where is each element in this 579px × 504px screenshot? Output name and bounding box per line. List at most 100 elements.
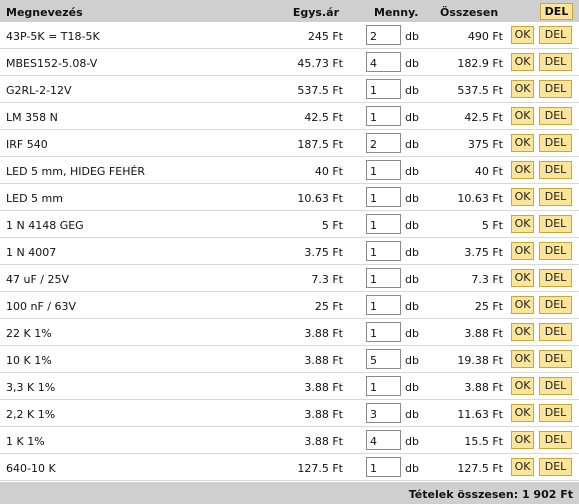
item-unit-price: 245 Ft xyxy=(307,30,343,43)
quantity-unit: db xyxy=(405,30,419,43)
item-total: 127.5 Ft xyxy=(457,462,503,475)
quantity-input[interactable] xyxy=(366,322,401,342)
delete-button[interactable]: DEL xyxy=(539,350,572,368)
ok-button[interactable]: OK xyxy=(511,242,534,260)
item-name: 1 N 4007 xyxy=(6,246,57,259)
table-row: 47 uF / 25V 7.3 Ft db 7.3 Ft OK DEL xyxy=(0,265,579,292)
quantity-input[interactable] xyxy=(366,79,401,99)
delete-button[interactable]: DEL xyxy=(539,80,572,98)
delete-button[interactable]: DEL xyxy=(539,134,572,152)
item-total: 3.88 Ft xyxy=(464,327,503,340)
delete-button[interactable]: DEL xyxy=(539,107,572,125)
delete-button[interactable]: DEL xyxy=(539,377,572,395)
item-unit-price: 7.3 Ft xyxy=(311,273,343,286)
ok-button[interactable]: OK xyxy=(511,188,534,206)
delete-button[interactable]: DEL xyxy=(539,242,572,260)
item-unit-price: 3.88 Ft xyxy=(304,354,343,367)
item-unit-price: 10.63 Ft xyxy=(297,192,343,205)
item-total: 15.5 Ft xyxy=(464,435,503,448)
quantity-unit: db xyxy=(405,111,419,124)
ok-button[interactable]: OK xyxy=(511,404,534,422)
table-row: 2,2 K 1% 3.88 Ft db 11.63 Ft OK DEL xyxy=(0,400,579,427)
column-header-name: Megnevezés xyxy=(6,6,83,19)
ok-button[interactable]: OK xyxy=(511,26,534,44)
quantity-unit: db xyxy=(405,138,419,151)
quantity-input[interactable] xyxy=(366,376,401,396)
quantity-unit: db xyxy=(405,84,419,97)
ok-button[interactable]: OK xyxy=(511,53,534,71)
ok-button[interactable]: OK xyxy=(511,269,534,287)
quantity-input[interactable] xyxy=(366,187,401,207)
quantity-unit: db xyxy=(405,273,419,286)
quantity-input[interactable] xyxy=(366,349,401,369)
ok-button[interactable]: OK xyxy=(511,350,534,368)
delete-button[interactable]: DEL xyxy=(539,269,572,287)
item-total: 19.38 Ft xyxy=(457,354,503,367)
table-row: MBES152-5.08-V 45.73 Ft db 182.9 Ft OK DEL xyxy=(0,49,579,76)
ok-button[interactable]: OK xyxy=(511,161,534,179)
item-name: 100 nF / 63V xyxy=(6,300,77,313)
item-total: 7.3 Ft xyxy=(471,273,503,286)
quantity-input[interactable] xyxy=(366,457,401,477)
quantity-unit: db xyxy=(405,192,419,205)
item-name: G2RL-2-12V xyxy=(6,84,72,97)
ok-button[interactable]: OK xyxy=(511,296,534,314)
quantity-input[interactable] xyxy=(366,106,401,126)
quantity-unit: db xyxy=(405,462,419,475)
table-row: 100 nF / 63V 25 Ft db 25 Ft OK DEL xyxy=(0,292,579,319)
item-total: 40 Ft xyxy=(474,165,503,178)
ok-button[interactable]: OK xyxy=(511,323,534,341)
quantity-input[interactable] xyxy=(366,133,401,153)
item-name: 22 K 1% xyxy=(6,327,52,340)
ok-button[interactable]: OK xyxy=(511,215,534,233)
item-total: 490 Ft xyxy=(467,30,503,43)
quantity-unit: db xyxy=(405,246,419,259)
item-name: 2,2 K 1% xyxy=(6,408,56,421)
quantity-input[interactable] xyxy=(366,241,401,261)
delete-button[interactable]: DEL xyxy=(539,404,572,422)
item-total: 3.88 Ft xyxy=(464,381,503,394)
table-row: 10 K 1% 3.88 Ft db 19.38 Ft OK DEL xyxy=(0,346,579,373)
ok-button[interactable]: OK xyxy=(511,431,534,449)
quantity-unit: db xyxy=(405,57,419,70)
item-unit-price: 42.5 Ft xyxy=(304,111,343,124)
quantity-unit: db xyxy=(405,408,419,421)
column-header-total: Összesen xyxy=(440,6,499,19)
item-unit-price: 40 Ft xyxy=(314,165,343,178)
quantity-input[interactable] xyxy=(366,430,401,450)
item-unit-price: 537.5 Ft xyxy=(297,84,343,97)
item-name: 3,3 K 1% xyxy=(6,381,56,394)
delete-button[interactable]: DEL xyxy=(539,215,572,233)
delete-button[interactable]: DEL xyxy=(539,431,572,449)
ok-button[interactable]: OK xyxy=(511,377,534,395)
ok-button[interactable]: OK xyxy=(511,107,534,125)
item-name: LM 358 N xyxy=(6,111,58,124)
quantity-input[interactable] xyxy=(366,268,401,288)
item-total: 375 Ft xyxy=(467,138,503,151)
item-name: IRF 540 xyxy=(6,138,48,151)
item-name: 640-10 K xyxy=(6,462,56,475)
quantity-input[interactable] xyxy=(366,160,401,180)
item-name: 1 K 1% xyxy=(6,435,45,448)
quantity-unit: db xyxy=(405,354,419,367)
quantity-input[interactable] xyxy=(366,295,401,315)
ok-button[interactable]: OK xyxy=(511,458,534,476)
quantity-input[interactable] xyxy=(366,25,401,45)
quantity-input[interactable] xyxy=(366,403,401,423)
delete-button[interactable]: DEL xyxy=(539,26,572,44)
quantity-input[interactable] xyxy=(366,214,401,234)
item-total: 11.63 Ft xyxy=(457,408,503,421)
ok-button[interactable]: OK xyxy=(511,80,534,98)
delete-button[interactable]: DEL xyxy=(539,161,572,179)
delete-button[interactable]: DEL xyxy=(539,458,572,476)
table-row: 43P-5K = T18-5K 245 Ft db 490 Ft OK DEL xyxy=(0,22,579,49)
delete-button[interactable]: DEL xyxy=(539,53,572,71)
delete-all-button[interactable]: DEL xyxy=(540,3,573,20)
delete-button[interactable]: DEL xyxy=(539,188,572,206)
delete-button[interactable]: DEL xyxy=(539,296,572,314)
item-total: 537.5 Ft xyxy=(457,84,503,97)
ok-button[interactable]: OK xyxy=(511,134,534,152)
delete-button[interactable]: DEL xyxy=(539,323,572,341)
quantity-input[interactable] xyxy=(366,52,401,72)
